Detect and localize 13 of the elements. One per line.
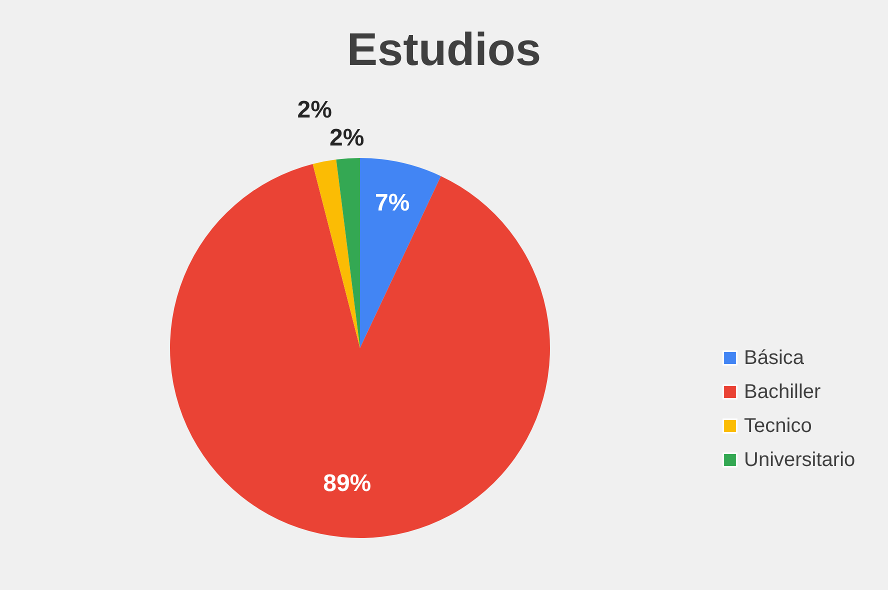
pie-slice [336,158,360,348]
data-label: 89% [323,470,372,498]
chart-title: Estudios [346,23,542,75]
pie-slice [360,158,441,348]
pie-slice [170,164,550,538]
pie-slice [312,160,360,348]
data-label: 7% [374,189,410,216]
legend-label: Bachiller [744,381,822,403]
legend-label: Tecnico [744,415,812,437]
data-label: 2% [297,96,332,124]
data-label: 2% [329,124,364,152]
legend-label: Universitario [744,449,856,471]
legend-label: Básica [744,347,805,369]
